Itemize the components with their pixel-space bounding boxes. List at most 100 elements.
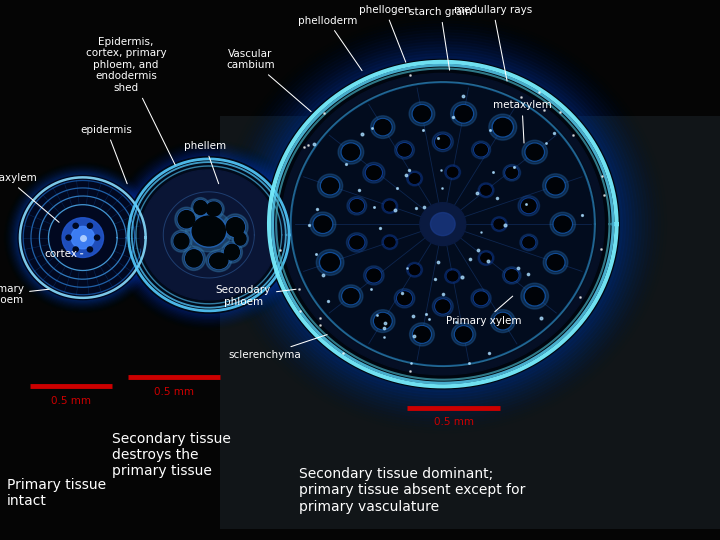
Ellipse shape (186, 250, 202, 267)
Ellipse shape (338, 140, 364, 164)
Ellipse shape (384, 237, 395, 247)
Ellipse shape (140, 170, 277, 300)
Ellipse shape (384, 200, 396, 212)
Ellipse shape (18, 176, 148, 300)
Ellipse shape (192, 198, 210, 218)
Ellipse shape (445, 165, 461, 180)
Ellipse shape (505, 166, 518, 179)
Ellipse shape (420, 202, 466, 246)
Ellipse shape (481, 185, 491, 195)
Ellipse shape (384, 201, 395, 211)
Ellipse shape (489, 114, 517, 140)
Ellipse shape (365, 165, 382, 181)
Ellipse shape (62, 218, 104, 258)
Ellipse shape (342, 144, 359, 160)
Ellipse shape (382, 235, 397, 249)
Ellipse shape (518, 195, 539, 216)
Ellipse shape (454, 105, 474, 123)
Ellipse shape (451, 102, 477, 126)
Ellipse shape (174, 233, 189, 249)
Ellipse shape (310, 212, 336, 236)
Ellipse shape (408, 173, 420, 184)
Ellipse shape (503, 165, 521, 181)
Ellipse shape (526, 144, 543, 160)
Ellipse shape (446, 271, 459, 282)
Ellipse shape (432, 296, 454, 316)
Ellipse shape (436, 135, 450, 148)
Ellipse shape (349, 199, 364, 213)
Ellipse shape (412, 105, 432, 123)
Ellipse shape (523, 237, 535, 248)
Ellipse shape (206, 201, 222, 217)
Ellipse shape (413, 106, 431, 122)
Ellipse shape (398, 144, 411, 156)
Text: medullary rays: medullary rays (454, 5, 532, 81)
Ellipse shape (341, 143, 361, 161)
Ellipse shape (492, 117, 513, 137)
Ellipse shape (191, 214, 227, 247)
Ellipse shape (185, 249, 203, 268)
Ellipse shape (474, 143, 488, 157)
Ellipse shape (284, 76, 601, 373)
Ellipse shape (409, 265, 420, 275)
Ellipse shape (521, 283, 549, 309)
Ellipse shape (407, 262, 423, 277)
Ellipse shape (384, 237, 396, 248)
Ellipse shape (349, 235, 365, 250)
Ellipse shape (374, 312, 392, 330)
Ellipse shape (374, 118, 392, 136)
Ellipse shape (186, 210, 232, 252)
Ellipse shape (343, 288, 359, 303)
Ellipse shape (522, 236, 536, 249)
Ellipse shape (546, 177, 565, 195)
Ellipse shape (87, 247, 93, 252)
Text: phellem: phellem (184, 141, 226, 184)
Ellipse shape (347, 197, 366, 215)
Ellipse shape (16, 173, 150, 302)
Text: 0.5 mm: 0.5 mm (154, 387, 194, 397)
Ellipse shape (445, 268, 461, 284)
Ellipse shape (408, 264, 420, 275)
Ellipse shape (414, 327, 431, 342)
Ellipse shape (194, 200, 207, 214)
Text: metaxylem: metaxylem (0, 173, 59, 222)
Ellipse shape (123, 154, 294, 316)
Text: primary
phloem: primary phloem (0, 284, 49, 305)
Ellipse shape (446, 166, 459, 178)
Ellipse shape (192, 216, 225, 246)
Ellipse shape (339, 285, 363, 307)
Ellipse shape (225, 244, 240, 260)
Text: Primary tissue
intact: Primary tissue intact (7, 478, 107, 508)
Ellipse shape (17, 174, 149, 301)
Ellipse shape (493, 118, 512, 136)
Ellipse shape (174, 233, 189, 250)
Ellipse shape (125, 155, 293, 315)
Ellipse shape (522, 140, 547, 164)
Ellipse shape (526, 287, 544, 305)
Ellipse shape (409, 102, 435, 126)
Ellipse shape (313, 215, 333, 233)
Ellipse shape (543, 174, 568, 198)
Ellipse shape (350, 236, 364, 249)
Ellipse shape (480, 185, 492, 196)
Ellipse shape (320, 253, 341, 272)
Text: 0.5 mm: 0.5 mm (433, 417, 474, 428)
Ellipse shape (318, 174, 343, 198)
Ellipse shape (490, 309, 515, 333)
Ellipse shape (225, 217, 246, 238)
Text: sclerenchyma: sclerenchyma (228, 335, 327, 360)
Ellipse shape (435, 299, 451, 314)
Ellipse shape (314, 216, 331, 232)
Ellipse shape (224, 244, 240, 261)
Ellipse shape (547, 178, 564, 194)
Ellipse shape (550, 212, 575, 236)
Ellipse shape (447, 167, 458, 177)
Ellipse shape (494, 219, 505, 229)
Ellipse shape (193, 200, 208, 215)
Ellipse shape (71, 226, 94, 249)
Ellipse shape (503, 267, 521, 284)
Bar (220, 116, 720, 529)
Ellipse shape (525, 143, 544, 161)
Ellipse shape (395, 140, 415, 159)
Ellipse shape (210, 253, 228, 268)
